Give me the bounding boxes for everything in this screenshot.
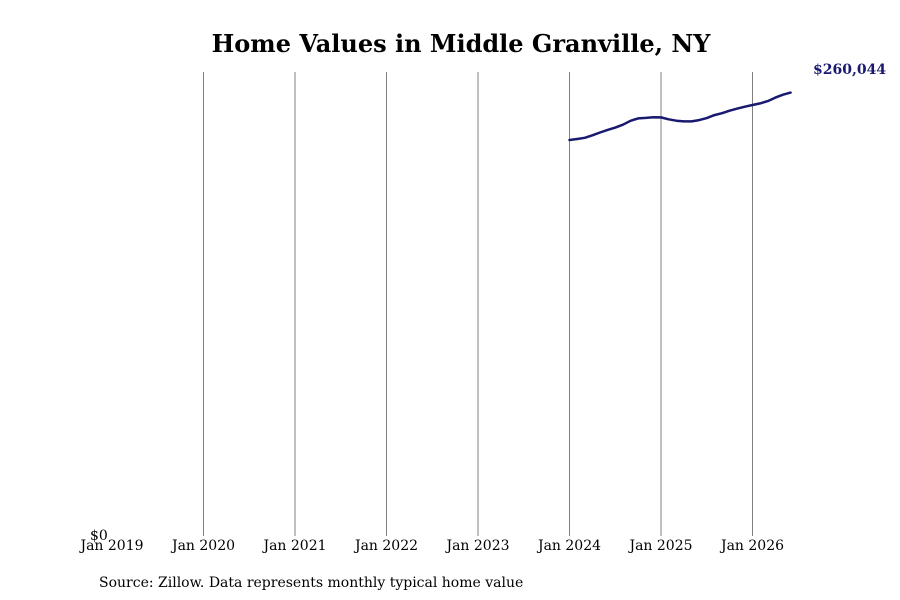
x-tick-label: Jan 2020 <box>170 538 235 554</box>
series-line <box>568 91 792 142</box>
x-tick-label: Jan 2021 <box>261 538 326 554</box>
x-tick-label: Jan 2022 <box>353 538 418 554</box>
y-tick-label: $0 <box>90 528 108 544</box>
chart-title: Home Values in Middle Granville, NY <box>212 29 712 58</box>
y-axis-ticks: $0 <box>90 528 108 544</box>
x-axis-ticks: Jan 2019 Jan 2020 Jan 2021 Jan 2022 Jan 2023… <box>78 538 784 554</box>
x-tick-label: Jan 2024 <box>536 538 601 554</box>
x-tick-label: Jan 2019 <box>78 538 143 554</box>
series-layer <box>568 91 792 142</box>
source-note: Source: Zillow. Data represents monthly … <box>99 575 523 591</box>
gridlines <box>203 72 753 536</box>
x-tick-label: Jan 2025 <box>627 538 692 554</box>
end-value-label: $260,044 <box>813 62 886 78</box>
x-tick-label: Jan 2023 <box>444 538 509 554</box>
x-tick-label: Jan 2026 <box>719 538 784 554</box>
